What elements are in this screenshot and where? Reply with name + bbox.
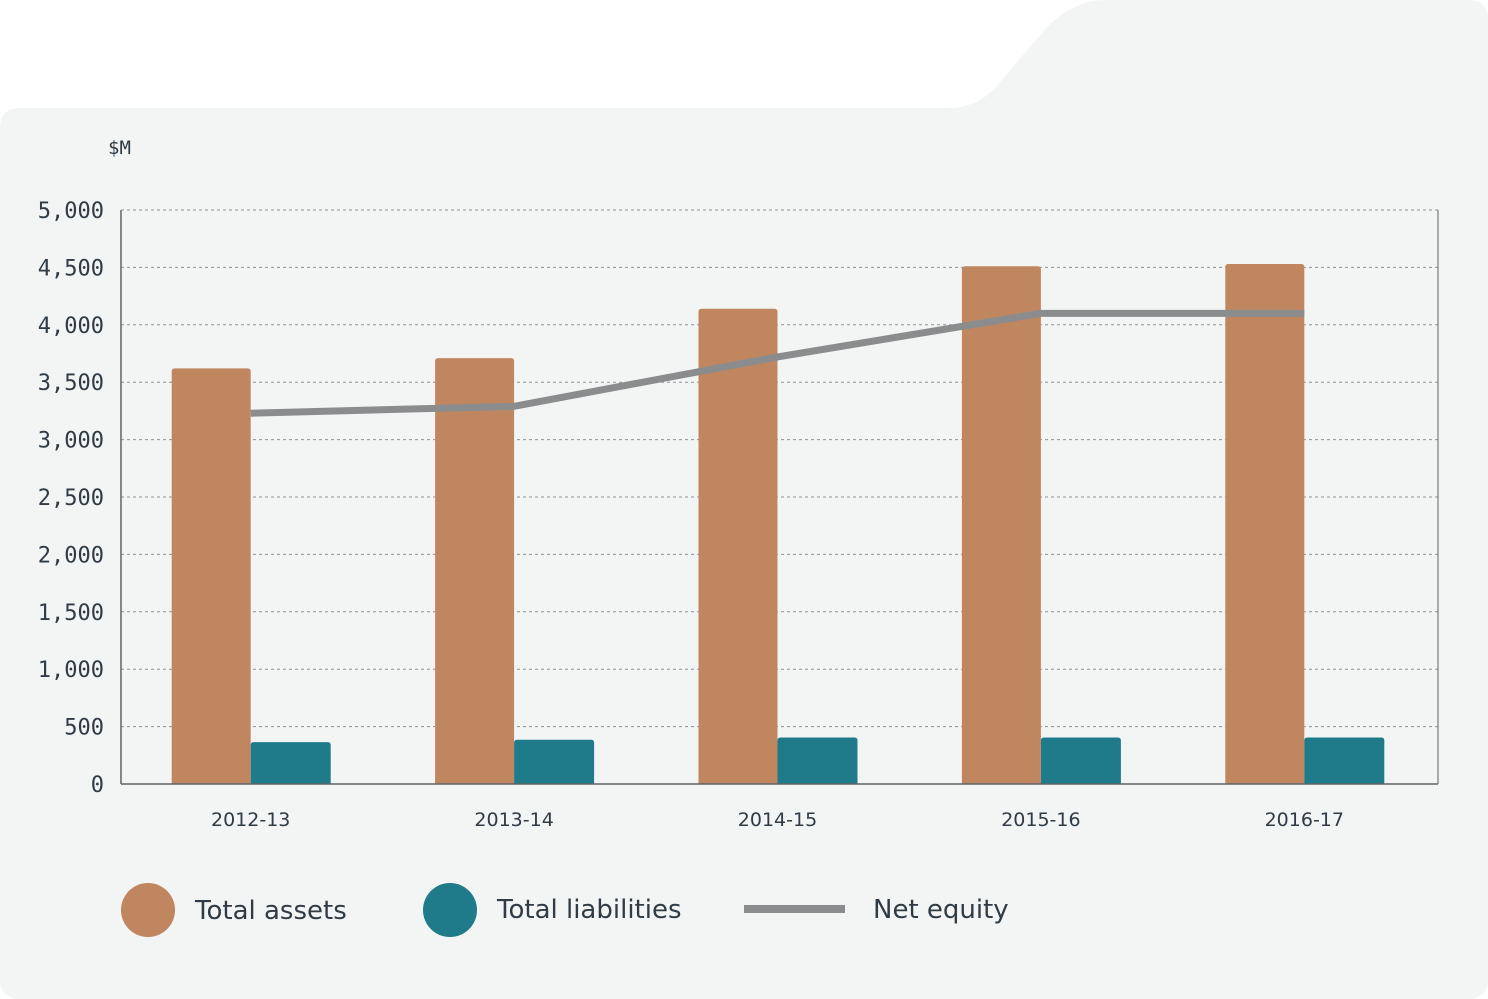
y-axis-tick-labels: 0 500 1,000 1,500 2,000 2,500 3,000 3,500 4,000 4…	[38, 199, 104, 798]
y-axis-unit-label: $M	[108, 137, 131, 159]
bar-total-assets	[961, 266, 1041, 784]
legend-item-net-equity: Net equity	[744, 895, 1009, 925]
x-tick-label: 2014-15	[738, 809, 817, 831]
y-tick-label: 1,000	[38, 658, 104, 683]
x-tick-label: 2015-16	[1001, 809, 1080, 831]
bar-total-liabilities	[250, 742, 331, 784]
legend-item-total-assets: Total assets	[121, 883, 347, 937]
bar-total-assets	[1225, 263, 1305, 784]
y-tick-label: 3,500	[38, 371, 104, 396]
axes	[120, 209, 1439, 785]
x-tick-label: 2013-14	[474, 809, 553, 831]
x-tick-label: 2016-17	[1265, 809, 1344, 831]
y-tick-label: 1,500	[38, 601, 104, 626]
bars	[171, 263, 1385, 784]
bar-total-assets	[698, 308, 778, 784]
legend-swatch-total-assets	[121, 883, 175, 937]
net-equity-line	[250, 309, 1305, 417]
legend-label-net-equity: Net equity	[873, 895, 1009, 925]
y-tick-label: 4,000	[38, 314, 104, 339]
bar-total-assets	[171, 368, 251, 784]
x-axis-tick-labels: 2012-13 2013-14 2014-15 2015-16 2016-17	[211, 809, 1344, 831]
y-tick-label: 4,500	[38, 256, 104, 281]
y-tick-label: 500	[64, 716, 104, 741]
legend-swatch-net-equity	[744, 905, 845, 913]
y-tick-label: 5,000	[38, 199, 104, 224]
legend-item-total-liabilities: Total liabilities	[423, 883, 682, 937]
bar-total-liabilities	[777, 737, 858, 784]
x-tick-label: 2012-13	[211, 809, 290, 831]
line-net-equity	[250, 309, 1305, 417]
legend: Total assets Total liabilities Net equit…	[121, 883, 1009, 937]
bar-total-liabilities	[514, 739, 595, 784]
bar-total-liabilities	[1040, 737, 1121, 784]
y-tick-label: 2,500	[38, 486, 104, 511]
legend-label-total-assets: Total assets	[194, 896, 347, 926]
legend-swatch-total-liabilities	[423, 883, 477, 937]
y-tick-label: 3,000	[38, 429, 104, 454]
y-tick-label: 0	[91, 773, 104, 798]
y-tick-label: 2,000	[38, 543, 104, 568]
bar-total-liabilities	[1304, 737, 1385, 784]
legend-label-total-liabilities: Total liabilities	[496, 895, 682, 925]
bar-total-assets	[435, 358, 515, 784]
